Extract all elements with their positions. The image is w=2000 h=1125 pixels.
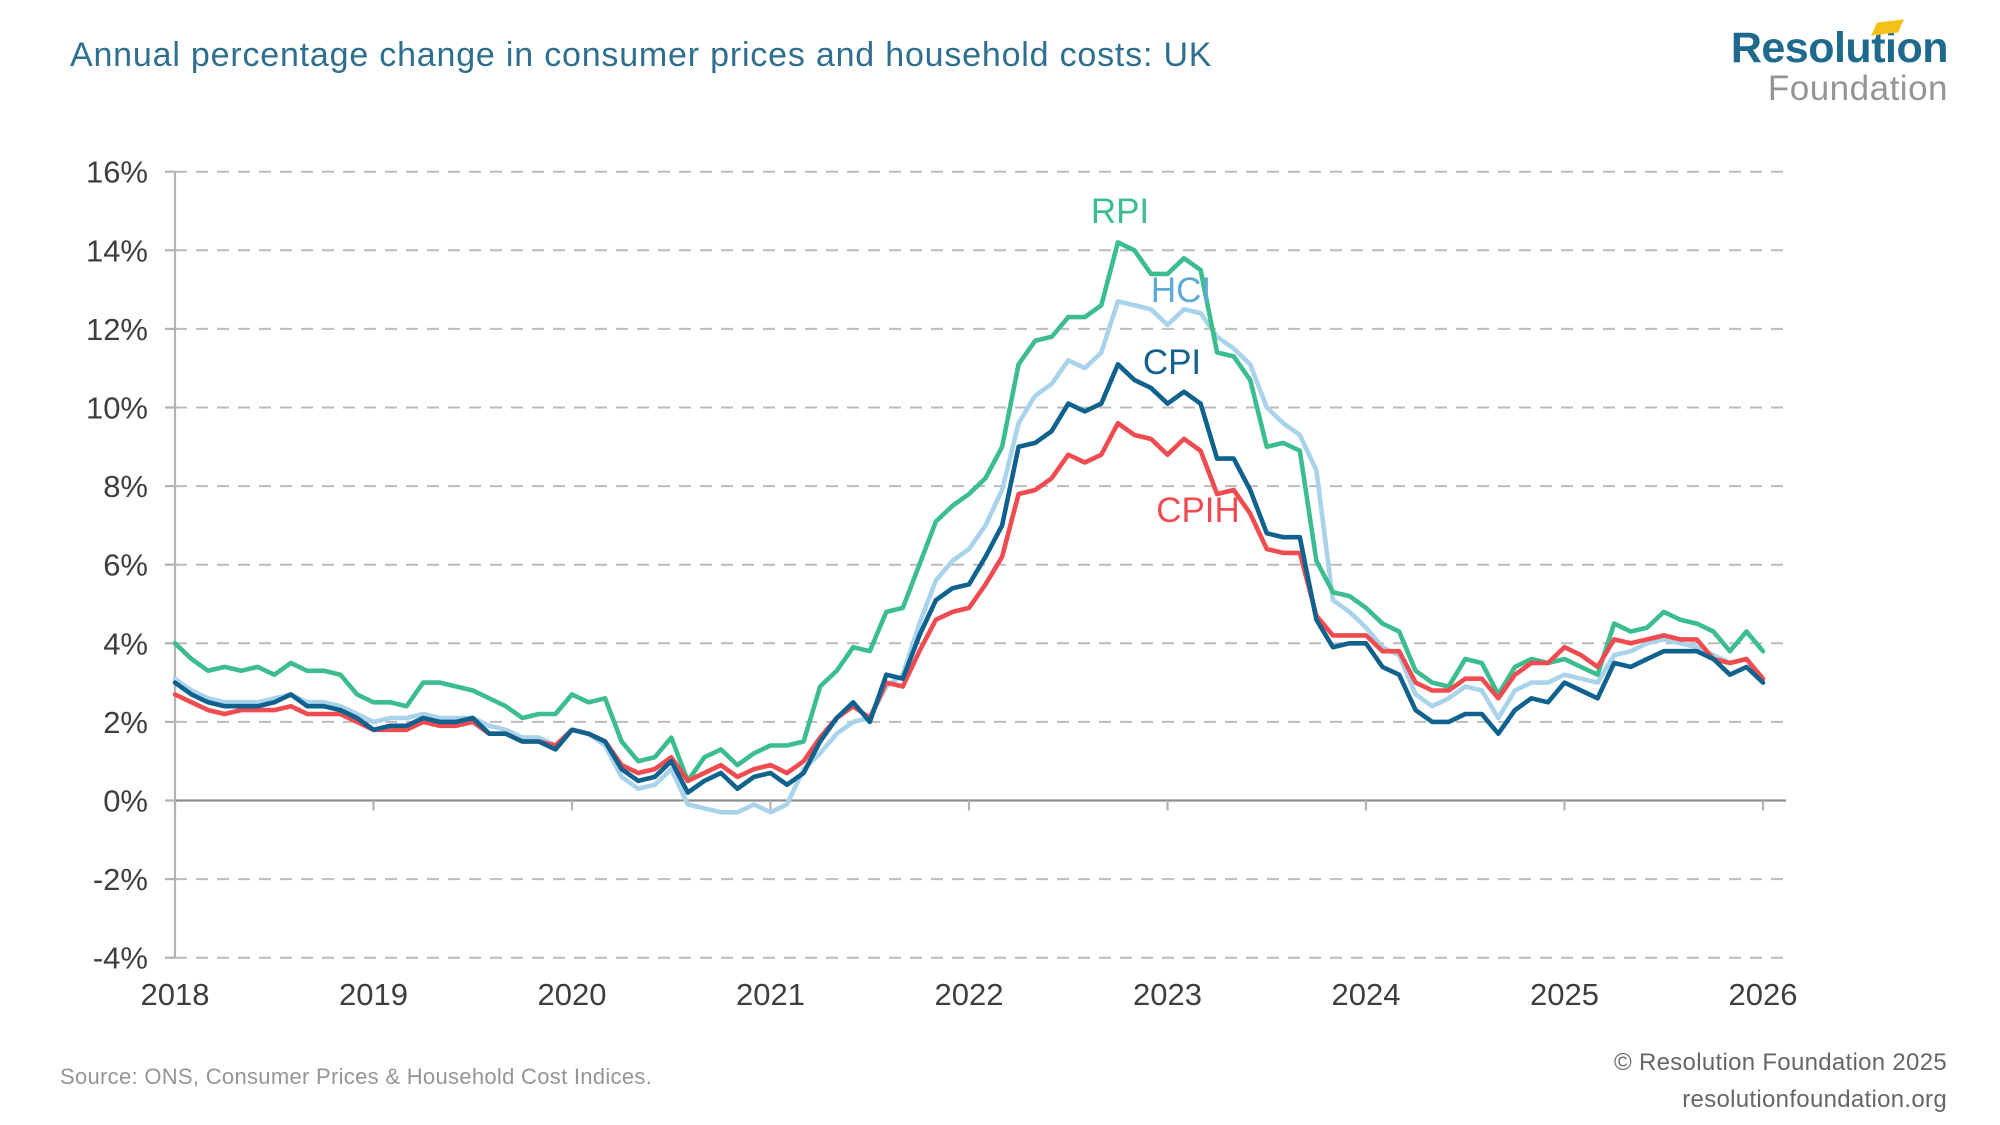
x-ticks: [173, 800, 1765, 811]
x-axis-label-2023: 2023: [1133, 977, 1202, 1012]
series-label-CPIH: CPIH: [1156, 491, 1240, 530]
logo-subname: Foundation: [1767, 68, 1948, 108]
footer-attribution: © Resolution Foundation 2025 resolutionf…: [1614, 1044, 1947, 1118]
copyright-text: © Resolution Foundation 2025: [1614, 1049, 1947, 1076]
y-axis-label-0%: 0%: [103, 784, 148, 819]
series-line-HCI: [172, 299, 1749, 815]
y-axis-label-14%: 14%: [86, 233, 148, 268]
chart-title: Annual percentage change in consumer pri…: [70, 36, 1213, 74]
logo-wordmark: Resolution: [1731, 19, 1949, 71]
x-axis-label-2018: 2018: [141, 977, 210, 1012]
y-axis-label-4%: 4%: [103, 626, 148, 661]
series-label-CPI: CPI: [1143, 343, 1201, 382]
y-axis-label-2%: 2%: [103, 705, 148, 740]
source-note: Source: ONS, Consumer Prices & Household…: [60, 1064, 653, 1089]
y-axis-label-6%: 6%: [103, 548, 148, 583]
y-axis-label-12%: 12%: [86, 312, 148, 347]
x-axis-label-2020: 2020: [538, 977, 607, 1012]
series-label-HCI: HCI: [1151, 271, 1211, 310]
x-axis-label-2019: 2019: [339, 977, 408, 1012]
website-text: resolutionfoundation.org: [1682, 1086, 1947, 1114]
gridlines: [165, 170, 1786, 959]
x-axis-label-2022: 2022: [935, 977, 1004, 1012]
x-axis-label-2024: 2024: [1332, 977, 1401, 1012]
resolution-foundation-logo: Resolution Foundation: [1731, 19, 1949, 108]
y-axis-label-16%: 16%: [86, 155, 148, 190]
x-axis-label-2021: 2021: [736, 977, 805, 1012]
y-axis-label--2%: -2%: [93, 862, 148, 897]
x-axis-label-2026: 2026: [1729, 977, 1798, 1012]
series-line-CPI: [172, 361, 1766, 795]
series-label-RPI: RPI: [1091, 192, 1149, 231]
x-axis-label-2025: 2025: [1530, 977, 1599, 1012]
y-axis-label--4%: -4%: [93, 941, 148, 976]
series-line-RPI: [172, 240, 1766, 784]
y-axis-label-8%: 8%: [103, 469, 148, 504]
series-line-CPIH: [172, 420, 1766, 784]
y-axis-label-10%: 10%: [86, 391, 148, 426]
